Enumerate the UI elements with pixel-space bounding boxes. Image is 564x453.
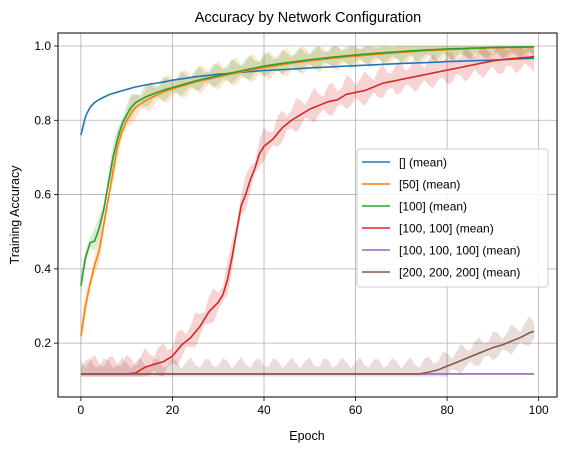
legend-label: [200, 200, 200] (mean) (399, 266, 520, 280)
legend: [] (mean) [50] (mean) [100] (mean) [100, 10… (356, 148, 549, 288)
x-tick-label: 60 (349, 403, 363, 417)
y-tick-label: 1.0 (34, 39, 51, 53)
y-tick-label: 0.8 (34, 113, 51, 127)
x-tick-label: 0 (78, 403, 85, 417)
band-5 (80, 316, 535, 377)
plot-frame (57, 32, 558, 398)
series-line-5 (80, 330, 535, 375)
y-tick-label: 0.6 (34, 188, 51, 202)
series-line-3 (80, 55, 535, 375)
band-3 (80, 46, 535, 377)
legend-box (356, 148, 549, 288)
x-tick-label: 80 (440, 403, 454, 417)
x-axis-label: Epoch (289, 429, 324, 443)
y-axis-ticks: 0.2 0.4 0.6 0.8 1.0 (34, 39, 58, 350)
series-line-0 (80, 57, 535, 136)
x-tick-label: 40 (257, 403, 271, 417)
confidence-bands (80, 46, 535, 377)
legend-label: [100, 100] (mean) (399, 222, 494, 236)
chart-title: Accuracy by Network Configuration (195, 10, 421, 26)
series-lines (80, 45, 535, 375)
x-tick-label: 20 (166, 403, 180, 417)
y-tick-label: 0.2 (34, 336, 51, 350)
grid (58, 33, 557, 397)
y-axis-label: Training Accuracy (8, 165, 22, 265)
y-tick-label: 0.4 (34, 262, 51, 276)
legend-label: [100] (mean) (399, 200, 467, 214)
x-tick-label: 100 (529, 403, 549, 417)
x-axis-ticks: 0 20 40 60 80 100 (78, 397, 549, 417)
legend-label: [] (mean) (399, 156, 447, 170)
legend-label: [100, 100, 100] (mean) (399, 244, 520, 258)
series-line-2 (80, 45, 535, 286)
legend-label: [50] (mean) (399, 178, 460, 192)
